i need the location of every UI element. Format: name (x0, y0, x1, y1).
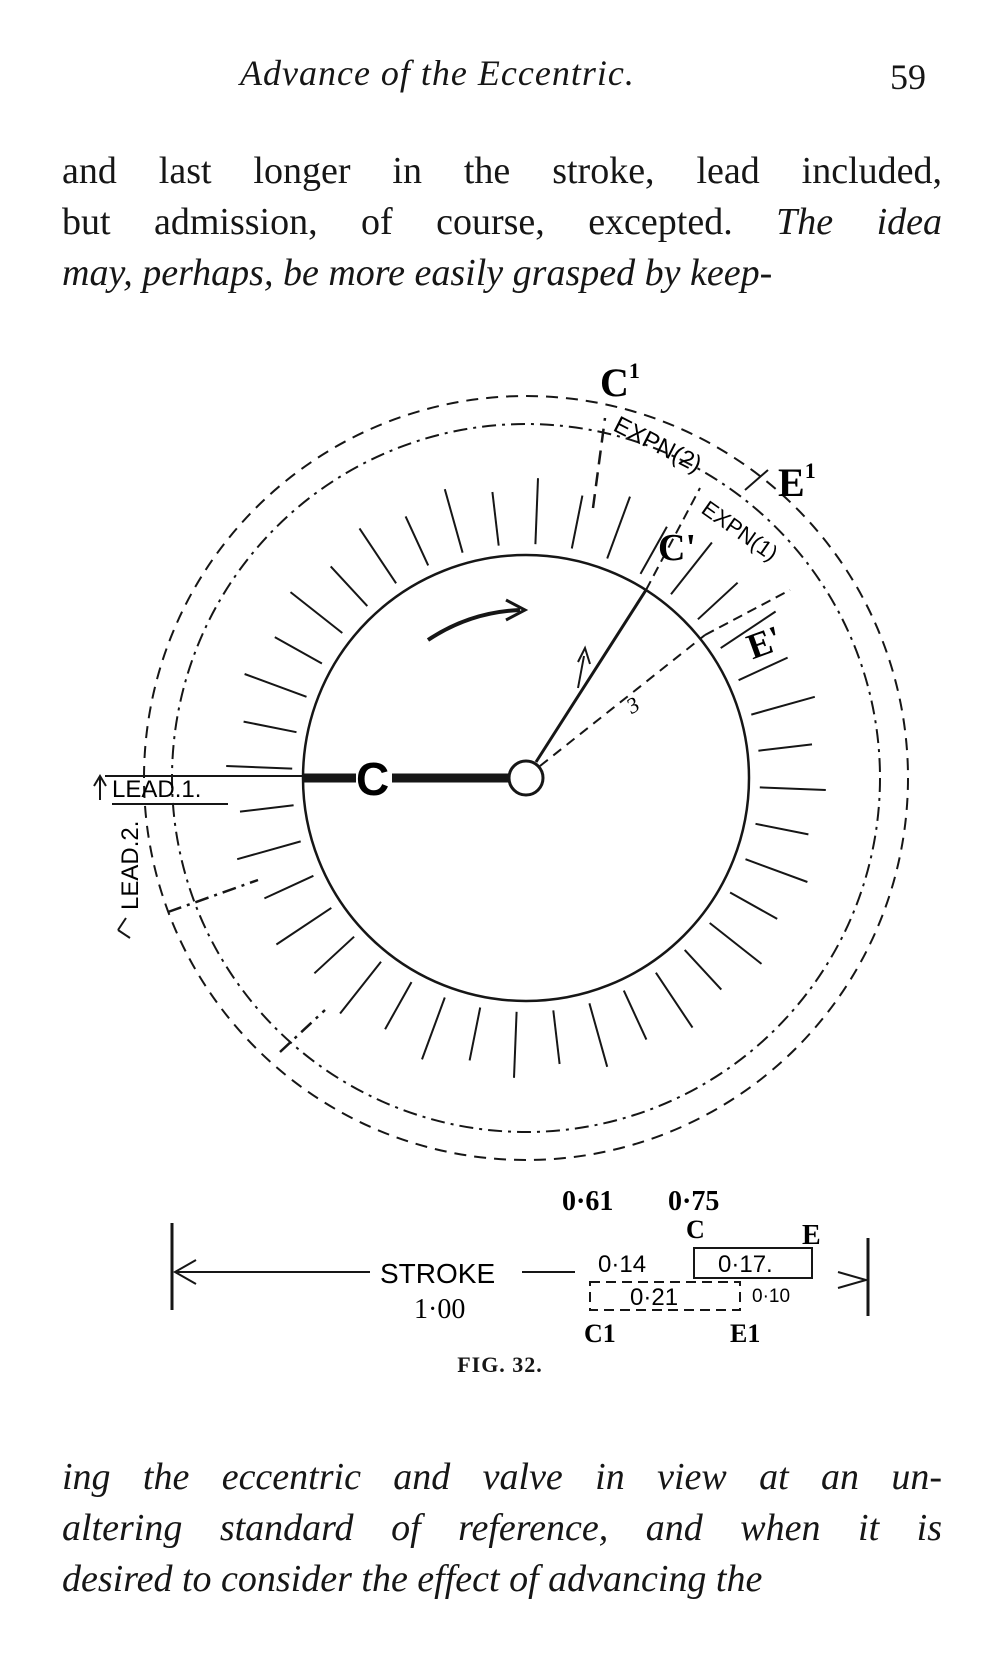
lower-dashdot-line (167, 878, 259, 914)
tick-mark (239, 804, 294, 813)
text-line: desired to consider the effect of advanc… (62, 1558, 763, 1600)
tick-mark (588, 1003, 609, 1068)
box-0-21 (589, 1281, 741, 1311)
outer-circle-dashed (143, 395, 909, 1161)
stroke-arrowhead-right (837, 1271, 870, 1289)
label-lead-2: LEAD.2. (117, 821, 144, 910)
tick-mark (622, 990, 648, 1041)
tick-mark (443, 488, 464, 553)
label-e-prime: E' (742, 618, 788, 667)
page-number: 59 (890, 57, 926, 97)
tick-mark (758, 743, 813, 752)
tick-mark (236, 840, 301, 861)
stroke-label: STROKE (380, 1258, 495, 1289)
e1-line (744, 469, 769, 491)
tick-mark (329, 565, 369, 607)
lead1-arrow (93, 774, 107, 800)
center-hub (507, 759, 545, 797)
stroke-arrowhead-left (172, 1259, 197, 1285)
tick-mark (670, 541, 713, 595)
tick-mark (709, 922, 763, 965)
tick-mark (226, 765, 293, 770)
tick-mark (552, 1010, 561, 1065)
tick-mark (534, 478, 539, 545)
c-prime-radius (534, 589, 648, 763)
tick-mark (289, 591, 343, 634)
value-0-10: 0·10 (752, 1286, 790, 1307)
radius-arrow (577, 655, 585, 689)
tick-mark (639, 526, 668, 575)
paragraph-bottom: ing the eccentric and valve in view at a… (62, 1452, 942, 1605)
tick-mark (720, 610, 777, 649)
tick-mark (263, 874, 314, 900)
tick-mark (491, 491, 500, 546)
tick-mark (274, 636, 323, 665)
tick-mark (275, 907, 332, 946)
label-expn-1: EXPN(1) (697, 496, 782, 566)
inner-circle-dashdot (171, 423, 881, 1133)
tick-mark (570, 495, 584, 549)
tick-mark (697, 581, 739, 621)
tick-mark (606, 496, 631, 559)
tick-mark (683, 949, 723, 991)
label-e1-bar: E1 (730, 1319, 760, 1345)
tick-mark (738, 656, 789, 682)
lower-dashdot-line (279, 1009, 326, 1053)
tick-mark (404, 515, 430, 566)
box-0-17 (693, 1247, 813, 1279)
rotation-arrowhead (505, 598, 529, 622)
c-prime-dash (645, 487, 701, 591)
tick-mark (751, 695, 816, 716)
tick-marks (226, 478, 826, 1078)
tick-mark (313, 935, 355, 975)
label-e-bar: E (802, 1220, 821, 1251)
value-0-17: 0·17. (718, 1251, 773, 1278)
running-header: Advance of the Eccentric. (240, 53, 635, 93)
rotation-arrow (426, 608, 521, 642)
figure-caption: FIG. 32. (457, 1352, 543, 1377)
label-e1-top: E1 (778, 458, 816, 505)
e-prime-radius (539, 634, 706, 767)
tick-mark (655, 972, 694, 1029)
text-line: may, perhaps, be more easily grasped by … (62, 252, 773, 294)
value-0-75: 0·75 (668, 1186, 719, 1217)
label-c-prime: C' (658, 527, 696, 569)
text-line: altering standard of reference, and when… (62, 1507, 942, 1549)
crank-c-label: C (356, 753, 389, 805)
value-0-14: 0·14 (598, 1251, 646, 1278)
text-italic: The idea (776, 201, 942, 243)
tick-mark (729, 891, 778, 920)
stroke-value: 1·00 (414, 1294, 465, 1325)
value-0-61: 0·61 (562, 1186, 613, 1217)
tick-mark (759, 786, 826, 791)
tick-mark (745, 858, 808, 883)
paragraph-top: and last longer in the stroke, lead incl… (62, 146, 942, 299)
tick-mark (339, 961, 382, 1015)
c1-radius-dash (591, 417, 607, 509)
radius-arrowhead (577, 645, 591, 665)
angle-mark: 3 (621, 691, 644, 719)
label-expn-2: EXPN(2) (609, 411, 706, 478)
tick-mark (384, 981, 413, 1030)
text-line: ing the eccentric and valve in view at a… (62, 1456, 942, 1498)
tick-mark (244, 673, 307, 698)
tick-mark (513, 1011, 518, 1078)
label-c1-top: C1 (600, 358, 640, 405)
valve-diagram: C 3 C1 E1 C' E' EXPN(2) EXPN(1) LEAD.1. … (93, 358, 909, 1345)
label-lead-1: LEAD.1. (112, 776, 201, 803)
value-0-21: 0·21 (630, 1284, 678, 1311)
label-c1-bar: C1 (584, 1319, 616, 1345)
tick-mark (358, 527, 397, 584)
text-line: and last longer in the stroke, lead incl… (62, 150, 942, 192)
text-roman: but admission, of course, excepted. (62, 201, 733, 243)
text-line: but admission, of course, excepted. The … (62, 197, 942, 248)
tick-mark (468, 1007, 482, 1061)
label-c-bar: C (686, 1215, 705, 1244)
lead2-arrow (117, 917, 131, 939)
e-prime-dash (704, 589, 791, 636)
tick-mark (755, 822, 809, 836)
tick-mark (243, 720, 297, 734)
tick-mark (421, 997, 446, 1060)
